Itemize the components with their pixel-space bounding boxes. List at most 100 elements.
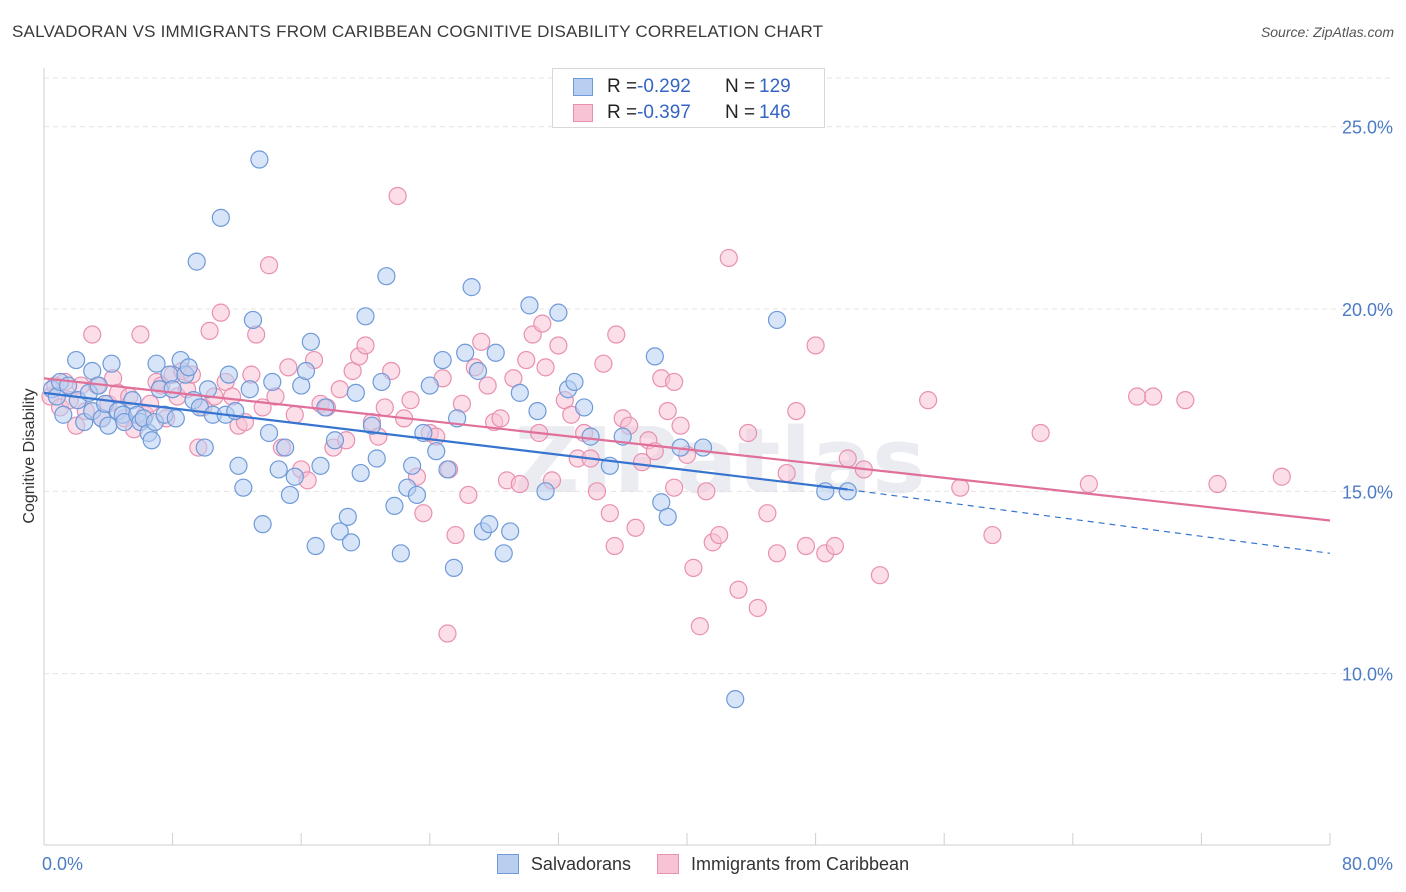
salvadoran-point [645, 347, 664, 366]
salvadoran-point [269, 460, 288, 479]
caribbean-point [491, 409, 510, 428]
salvadoran-point [211, 208, 230, 227]
caribbean-point [1079, 474, 1098, 494]
salvadoran-trend-extension [847, 488, 1331, 554]
caribbean-point [870, 566, 890, 585]
salvadoran-point [528, 401, 547, 421]
salvadoran-point [296, 361, 316, 381]
salvadoran-point [433, 350, 452, 370]
legend-label-caribbean: Immigrants from Caribbean [691, 853, 910, 874]
legend-swatch-blue [573, 78, 593, 96]
caribbean-point [83, 325, 102, 344]
caribbean-point [710, 525, 729, 545]
salvadoran-point [198, 380, 218, 399]
correlation-legend: R = -0.292 N = 129 R = -0.397 N = 146 [552, 68, 825, 128]
salvadoran-point [520, 296, 539, 315]
caribbean-point [285, 405, 304, 424]
salvadoran-point [403, 456, 422, 475]
salvadoran-point [494, 544, 513, 563]
series-legend: Salvadorans Immigrants from Caribbean [0, 852, 1406, 876]
legend-item-salvadorans: Salvadorans [496, 853, 631, 875]
salvadoran-point [480, 515, 499, 534]
legend-r-value: -0.292 [637, 76, 691, 97]
caribbean-point [388, 186, 407, 206]
salvadoran-point [351, 463, 370, 483]
salvadoran-point [444, 558, 464, 577]
caribbean-point [587, 482, 607, 501]
caribbean-point [632, 453, 652, 472]
caribbean-point [375, 398, 394, 417]
salvadoran-point [549, 303, 568, 322]
salvadoran-point [187, 252, 206, 271]
caribbean-point [748, 598, 767, 618]
legend-swatch-pink [657, 854, 679, 874]
caribbean-point [279, 358, 298, 377]
salvadoran-point [767, 310, 787, 330]
caribbean-point [414, 504, 433, 523]
caribbean-point [951, 478, 970, 497]
caribbean-point [767, 544, 787, 563]
salvadoran-point [301, 332, 320, 351]
caribbean-point [665, 478, 684, 497]
salvadoran-point [341, 533, 361, 552]
salvadoran-point [195, 438, 214, 457]
salvadoran-point [102, 354, 121, 373]
caribbean-point [719, 248, 738, 268]
caribbean-point [549, 336, 568, 355]
legend-n-value: 146 [759, 102, 791, 123]
salvadoran-point [67, 350, 86, 370]
salvadoran-point [229, 456, 248, 475]
caribbean-point [919, 391, 938, 410]
caribbean-point [806, 336, 825, 355]
salvadoran-point [462, 278, 481, 297]
tick-labels: 10.0% 15.0% 20.0% 25.0% 0.0% 80.0% [42, 118, 1393, 874]
salvadoran-point [658, 507, 677, 526]
legend-row-salvadoran: R = -0.292 N = 129 [573, 75, 791, 99]
trend-lines [43, 377, 1331, 554]
salvadoran-point [311, 456, 330, 475]
salvadoran-point [456, 343, 475, 362]
caribbean-point [1272, 467, 1291, 486]
caribbean-point [665, 372, 684, 392]
caribbean-point [600, 504, 619, 523]
y-axis-label: Cognitive Disability [21, 388, 38, 523]
y-tick-label: 15.0% [1342, 482, 1393, 502]
caribbean-point [459, 485, 478, 505]
legend-r-key: R = [607, 76, 638, 97]
legend-r-key: R = [607, 102, 638, 123]
salvadoran-point [438, 460, 457, 479]
salvadoran-point [276, 438, 295, 457]
salvadoran-point [565, 372, 584, 392]
axes [43, 68, 1331, 846]
caribbean-point [658, 401, 677, 421]
salvadoran-point [407, 485, 427, 505]
salvadoran-point [468, 361, 488, 381]
caribbean-point [1176, 391, 1195, 410]
caribbean-point [983, 525, 1002, 545]
legend-item-caribbean: Immigrants from Caribbean [657, 854, 909, 875]
salvadoran-point [486, 343, 505, 362]
salvadoran-point [367, 449, 386, 468]
salvadoran-point [346, 383, 365, 402]
salvadoran-point [163, 380, 182, 399]
caribbean-point [697, 482, 716, 501]
salvadoran-trend-line [43, 391, 848, 491]
salvadoran-point [166, 409, 185, 428]
salvadoran-point [372, 372, 391, 392]
legend-label-salvadorans: Salvadorans [530, 853, 631, 874]
salvadoran-point [330, 522, 349, 541]
caribbean-point [446, 525, 465, 545]
caribbean-point [1144, 387, 1163, 406]
caribbean-point [738, 423, 758, 443]
salvadoran-point [391, 544, 410, 563]
caribbean-point [478, 376, 497, 395]
salvadoran-point [263, 372, 282, 392]
caribbean-point [517, 350, 536, 370]
caribbean-point [607, 325, 626, 344]
salvadoran-point [693, 438, 713, 457]
salvadoran-point [356, 307, 375, 326]
salvadoran-point [420, 376, 439, 395]
caribbean-point [758, 504, 777, 523]
caribbean-point [510, 474, 529, 494]
